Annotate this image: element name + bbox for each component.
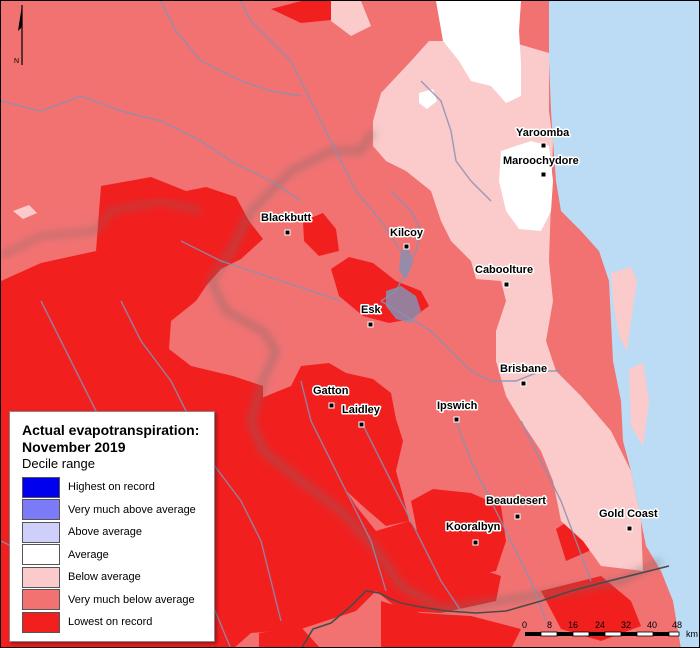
legend-item-very-much-above: Very much above average <box>22 499 214 522</box>
wivenhoe-lake <box>386 286 421 323</box>
legend-label: Average <box>68 548 109 561</box>
legend-swatch <box>22 499 60 521</box>
region-lowest-on-record-blackbutt <box>303 213 339 256</box>
legend-label: Very much below average <box>68 593 195 606</box>
region-lowest-on-record-south-west <box>259 627 320 647</box>
island-north <box>611 267 637 351</box>
state-border <box>301 565 670 647</box>
svg-text:Blackbutt: Blackbutt <box>261 212 311 224</box>
island-south <box>629 363 649 446</box>
legend-subtitle: Decile range <box>22 456 95 471</box>
svg-text:Brisbane: Brisbane <box>500 363 547 375</box>
legend-item-below: Below average <box>22 566 214 589</box>
legend-swatch <box>22 611 60 633</box>
svg-text:Laidley: Laidley <box>342 404 381 416</box>
region-below-average-east <box>373 39 643 571</box>
scale-tick-32: 32 <box>621 620 631 630</box>
scale-bar: 0 8 16 24 32 40 48 km <box>522 620 698 639</box>
town-kilcoy: Kilcoy <box>389 226 425 250</box>
legend-label: Lowest on record <box>68 616 153 629</box>
region-lowest-on-record-kooralbyn <box>411 489 506 576</box>
scale-tick-8: 8 <box>547 620 552 630</box>
scale-tick-48: 48 <box>672 620 682 630</box>
legend-title-line1: Actual evapotranspiration: <box>22 422 200 438</box>
scale-tick-16: 16 <box>568 620 578 630</box>
legend-item-very-much-below: Very much below average <box>22 589 214 612</box>
town-esk: Esk <box>360 303 383 328</box>
town-kooralbyn: Kooralbyn <box>445 520 502 546</box>
range-shading <box>206 129 663 613</box>
towns: Yaroomba Maroochydore Blackbutt Kilcoy C… <box>260 126 660 546</box>
scale-tick-24: 24 <box>595 620 605 630</box>
legend: Actual evapotranspiration: November 2019… <box>9 411 215 642</box>
svg-text:Caboolture: Caboolture <box>475 264 533 276</box>
svg-text:Kooralbyn: Kooralbyn <box>446 521 501 533</box>
region-lowest-on-record-far-south <box>381 601 521 647</box>
north-arrow: N <box>14 5 23 65</box>
region-below-average-small <box>13 205 37 219</box>
range-shading-2 <box>1 197 202 259</box>
svg-text:Esk: Esk <box>361 304 381 316</box>
legend-label: Above average <box>68 526 142 539</box>
svg-text:Gatton: Gatton <box>313 385 349 397</box>
legend-label: Below average <box>68 571 141 584</box>
svg-text:Kilcoy: Kilcoy <box>390 227 424 239</box>
region-lowest-on-record-gatton <box>259 363 409 526</box>
legend-swatch <box>22 521 60 543</box>
svg-text:Maroochydore: Maroochydore <box>503 155 579 167</box>
legend-label: Highest on record <box>68 481 155 494</box>
svg-text:Ipswich: Ipswich <box>437 400 478 412</box>
town-gold-coast: Gold Coast <box>598 507 660 532</box>
scale-unit: km <box>686 629 698 639</box>
legend-item-average: Average <box>22 544 214 567</box>
north-label: N <box>14 58 19 65</box>
region-average-maroochydore <box>499 141 553 231</box>
town-caboolture: Caboolture <box>474 263 535 288</box>
legend-swatch <box>22 566 60 588</box>
town-ipswich: Ipswich <box>436 399 479 423</box>
legend-swatch <box>22 476 60 498</box>
region-below-average-north <box>331 1 371 36</box>
legend-item-lowest: Lowest on record <box>22 611 214 634</box>
town-yaroomba: Yaroomba <box>515 126 572 149</box>
town-laidley: Laidley <box>341 403 382 428</box>
region-average-north <box>436 1 521 103</box>
legend-swatch <box>22 589 60 611</box>
region-average-small <box>419 89 437 109</box>
svg-text:Beaudesert: Beaudesert <box>486 495 546 507</box>
town-beaudesert: Beaudesert <box>485 494 548 520</box>
legend-item-highest: Highest on record <box>22 476 214 499</box>
svg-text:Gold Coast: Gold Coast <box>599 508 658 520</box>
somerset-lake <box>399 247 413 279</box>
svg-text:Yaroomba: Yaroomba <box>516 127 570 139</box>
legend-item-above: Above average <box>22 521 214 544</box>
town-gatton: Gatton <box>312 384 350 409</box>
town-brisbane: Brisbane <box>499 362 549 387</box>
town-maroochydore: Maroochydore <box>502 154 580 178</box>
scale-tick-0: 0 <box>522 620 527 630</box>
legend-swatch <box>22 544 60 566</box>
town-blackbutt: Blackbutt <box>260 211 313 236</box>
scale-tick-40: 40 <box>647 620 657 630</box>
legend-title-line2: November 2019 <box>22 439 126 455</box>
legend-label: Very much above average <box>68 503 196 516</box>
